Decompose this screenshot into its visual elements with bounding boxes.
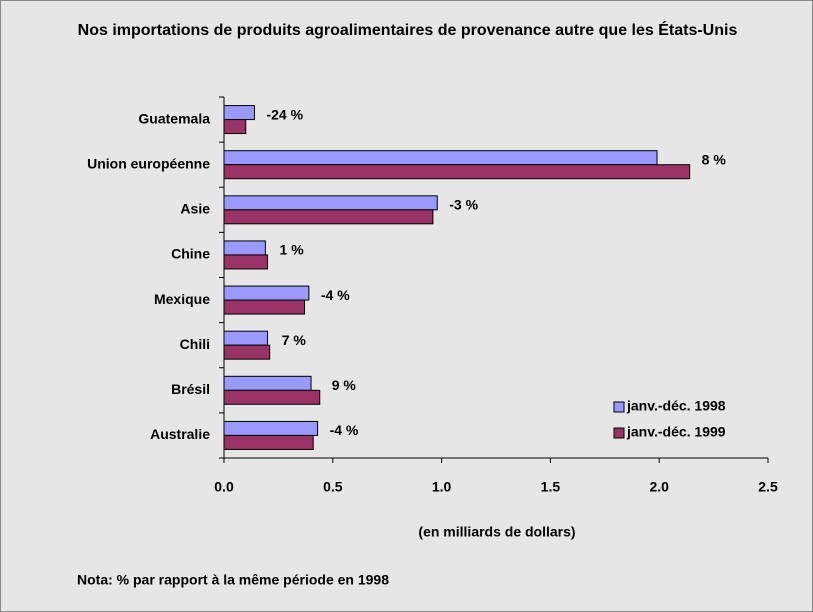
annotation: 8 % xyxy=(702,151,727,167)
bar xyxy=(223,299,306,315)
x-tick-label: 2.0 xyxy=(649,479,669,495)
note: Nota: % par rapport à la même période en… xyxy=(77,572,389,588)
annotation: -4 % xyxy=(321,287,350,303)
y-tick-label: Australie xyxy=(150,426,210,442)
y-tick-label: Chine xyxy=(171,246,210,262)
legend-swatch xyxy=(613,401,625,413)
x-tick-label: 2.5 xyxy=(758,479,778,495)
y-tick-label: Union européenne xyxy=(87,155,210,171)
x-axis-label: (en milliards de dollars) xyxy=(418,524,575,540)
y-tick-label: Guatemala xyxy=(138,110,210,126)
bar xyxy=(223,240,266,256)
bar xyxy=(223,195,438,211)
x-tick-label: 0.5 xyxy=(323,479,343,495)
legend-label: janv.-déc. 1999 xyxy=(626,424,726,440)
annotation: -3 % xyxy=(449,197,478,213)
bar xyxy=(223,375,312,391)
bar xyxy=(223,389,321,405)
y-tick-label: Mexique xyxy=(154,291,210,307)
bar xyxy=(223,119,247,135)
bar xyxy=(223,344,271,360)
bar xyxy=(223,285,310,301)
bar xyxy=(223,420,319,436)
bar xyxy=(223,434,314,450)
annotation: 9 % xyxy=(332,377,357,393)
bar xyxy=(223,330,269,346)
annotation: 7 % xyxy=(282,332,307,348)
bar xyxy=(223,105,255,121)
bar xyxy=(223,150,658,166)
y-tick-label: Brésil xyxy=(171,381,210,397)
annotation: -4 % xyxy=(330,422,359,438)
chart-title: Nos importations de produits agroaliment… xyxy=(77,22,738,39)
x-tick-label: 1.5 xyxy=(541,479,561,495)
legend-swatch xyxy=(613,427,625,439)
legend-label: janv.-déc. 1998 xyxy=(626,398,726,414)
x-tick-label: 0.0 xyxy=(214,479,234,495)
y-tick-label: Asie xyxy=(180,201,210,217)
bar xyxy=(223,209,434,225)
annotation: 1 % xyxy=(280,242,305,258)
x-tick-label: 1.0 xyxy=(432,479,452,495)
bar xyxy=(223,254,269,270)
y-tick-label: Chili xyxy=(180,336,210,352)
annotation: -24 % xyxy=(266,106,303,122)
bar xyxy=(223,164,691,180)
